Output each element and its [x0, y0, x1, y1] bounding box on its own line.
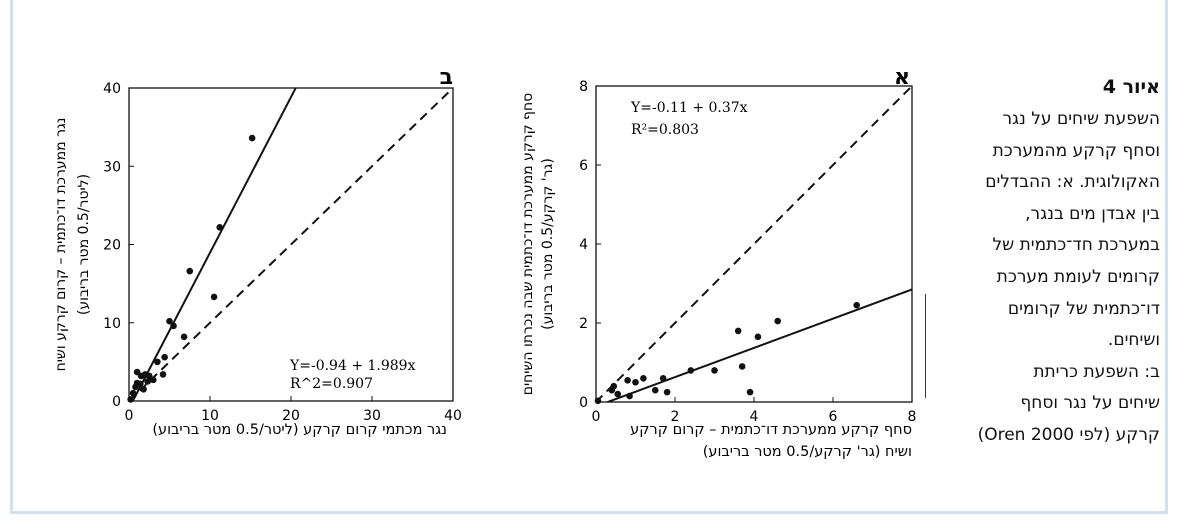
figure-caption: איור 4 השפעת שיחים על נגר וסחף קרקע מהמע… [930, 76, 1160, 452]
data-point [614, 390, 622, 398]
caption-line: דו־כתמית של קרומים [1007, 298, 1160, 319]
caption-line: שיחים על נגר וסחף [1020, 393, 1160, 414]
data-point [170, 322, 177, 330]
x-axis-label: ושיח (גר' קרקע/0.5 מטר בריבוע) [703, 444, 912, 460]
caption-line: במערכת חד־כתמית של [992, 235, 1161, 256]
y-tick-label: 10 [103, 316, 121, 332]
x-tick-label: 0 [592, 409, 601, 425]
caption-line: קרקע (לפי Oren 2000) [977, 424, 1160, 445]
data-point [129, 389, 137, 397]
data-point [624, 376, 631, 384]
chart-alef: א 0 2 4 6 8 0 2 4 6 8 Y=-0.11 + 0.37x R²=0.803 סחף קר… [520, 65, 916, 460]
data-point [140, 385, 147, 393]
identity-line [129, 88, 453, 401]
x-tick-label: 8 [908, 409, 917, 425]
data-point [687, 367, 695, 374]
data-point [186, 267, 194, 275]
data-point [738, 363, 746, 370]
data-point [774, 317, 781, 325]
data-point [180, 333, 188, 341]
chart-bet: ב 0 10 20 30 40 0 10 20 30 40 Y=-0.94 + 1.989x R^2=0… [53, 65, 462, 438]
x-tick-label: 0 [125, 408, 134, 424]
y-tick-label: 20 [103, 238, 121, 254]
caption-line: האקולוגית. א: ההבדלים [985, 172, 1160, 193]
data-point [640, 375, 647, 382]
data-point [594, 397, 602, 405]
x-tick-label: 20 [282, 408, 300, 424]
x-tick-label: 4 [750, 409, 759, 425]
data-point [734, 327, 742, 335]
data-point [659, 375, 667, 382]
data-point [127, 396, 134, 403]
y-axis-label: (ליטר/0.5 מטר בריבוע) [76, 174, 92, 315]
y-tick-label: 6 [579, 158, 588, 174]
x-tick-label: 6 [829, 409, 838, 425]
data-point [159, 371, 167, 378]
data-point [746, 388, 754, 396]
data-point [166, 317, 173, 325]
data-point [754, 333, 762, 341]
data-point [210, 293, 218, 301]
y-tick-label: 0 [579, 395, 588, 411]
caption-title: איור 4 [1102, 76, 1160, 98]
data-point [626, 392, 633, 400]
y-tick-label: 8 [579, 79, 588, 95]
figure-frame [10, 0, 1168, 514]
regression-equation: Y=-0.94 + 1.989x [289, 358, 416, 374]
data-point [853, 301, 860, 309]
y-tick-label: 4 [579, 237, 588, 253]
data-point [632, 378, 639, 386]
caption-line: ושיחים. [1107, 330, 1160, 351]
regression-line [131, 88, 297, 401]
y-tick-label: 30 [103, 159, 121, 175]
y-axis-label: (גר' קרקע/0.5 מטר בריבוע) [540, 158, 556, 330]
caption-line: ב: השפעת כריתת [1033, 361, 1160, 382]
divider-line [925, 294, 926, 398]
y-tick-label: 40 [103, 81, 121, 97]
data-point [651, 386, 659, 394]
data-point [144, 378, 151, 385]
x-axis-label: סחף קרקע ממערכת דו־כתמית – קרום קרקע [630, 422, 912, 438]
data-point [711, 367, 718, 374]
caption-line: קרומים לעומת מערכת [996, 266, 1160, 287]
r-squared: R^2=0.907 [290, 376, 373, 392]
x-tick-label: 30 [363, 408, 381, 424]
y-tick-label: 0 [112, 394, 121, 410]
x-tick-label: 2 [671, 409, 680, 425]
caption-line: בין אבדן מים בנגר, [1025, 203, 1160, 224]
data-point [610, 382, 618, 390]
data-point [161, 353, 168, 361]
x-tick-label: 40 [444, 408, 462, 424]
y-tick-label: 2 [579, 316, 588, 332]
panel-label: ב [440, 65, 453, 90]
caption-line: וסחף קרקע מהמערכת [992, 140, 1160, 161]
x-axis-label: נגר מכתמי קרום קרקע (ליטר/0.5 מטר בריבוע… [152, 422, 447, 438]
r-squared: R²=0.803 [631, 122, 699, 138]
regression-line [604, 288, 912, 402]
data-point [216, 223, 224, 231]
x-tick-label: 10 [201, 408, 219, 424]
data-point [137, 380, 144, 388]
data-point [154, 358, 161, 366]
data-point [248, 134, 256, 142]
regression-equation: Y=-0.11 + 0.37x [630, 100, 748, 116]
panel-label: א [894, 65, 910, 90]
y-axis-label: נגר ממערכת דו־כתמית – קרום קרקע ושיח [53, 118, 69, 372]
y-axis-label: סחף קרקע ממערכת דו־כתמית שבה נכרתו השיחי… [520, 93, 536, 396]
data-point [150, 376, 157, 384]
caption-line: השפעת שיחים על נגר [1002, 109, 1160, 129]
data-point [663, 388, 671, 396]
